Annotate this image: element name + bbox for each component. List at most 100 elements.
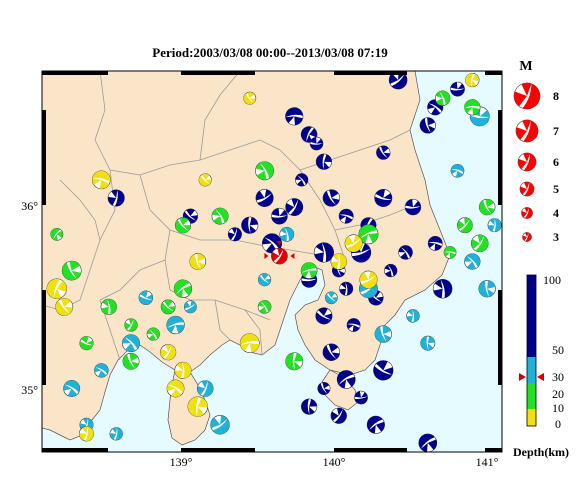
event-beachball (243, 91, 257, 105)
event-beachball (384, 263, 398, 278)
event-beachball (465, 72, 480, 88)
event-beachball (107, 189, 125, 207)
event-beachball (285, 352, 304, 371)
magnitude-legend-ball-icon (521, 207, 533, 219)
y-tick-36: 36° (21, 199, 38, 213)
event-beachball (398, 245, 413, 260)
featured-event-marker-icon (264, 241, 295, 260)
event-beachball (376, 145, 391, 160)
magnitude-legend-ball-icon (515, 119, 539, 143)
event-beachball (239, 333, 260, 353)
magnitude-legend-title: M (519, 59, 532, 74)
x-tick-141: 141° (476, 455, 499, 469)
event-beachball (330, 253, 347, 270)
magnitude-legend-ball-icon (517, 152, 537, 172)
event-beachball (285, 107, 304, 126)
event-beachball (241, 216, 259, 234)
depth-band-shallow (527, 383, 536, 409)
magnitude-legend-ball-icon (513, 82, 541, 110)
event-beachball (160, 344, 177, 361)
event-beachball (255, 189, 274, 207)
event-beachball (198, 173, 212, 187)
event-beachball (456, 217, 473, 234)
event-beachball (322, 343, 341, 361)
event-beachball (100, 298, 117, 315)
event-beachball (478, 198, 496, 216)
event-beachball (92, 170, 111, 190)
event-beachball (339, 281, 354, 296)
depth-colorbar (519, 274, 544, 427)
event-beachball (63, 380, 81, 397)
depth-tick-100: 100 (543, 273, 561, 287)
event-beachball (470, 234, 489, 253)
depth-marker-left-icon (519, 373, 526, 381)
event-beachball (227, 227, 242, 242)
depth-tick-20: 20 (552, 387, 564, 401)
event-beachball (174, 361, 192, 379)
event-beachball (374, 325, 392, 343)
event-beachball (257, 300, 272, 314)
event-beachball (338, 208, 354, 224)
magnitude-legend: 8 7 6 5 4 3 (513, 82, 559, 244)
depth-tick-10: 10 (552, 401, 564, 415)
event-beachball (366, 415, 385, 434)
event-beachball (313, 242, 334, 263)
event-beachball (46, 278, 68, 299)
depth-band-vshallow (527, 409, 536, 426)
event-beachball (301, 398, 318, 415)
event-beachball (450, 163, 465, 178)
event-beachball (354, 390, 368, 405)
event-beachball (138, 290, 154, 306)
depth-tick-30: 30 (552, 370, 564, 384)
event-beachball (315, 307, 333, 325)
event-beachball (478, 280, 496, 298)
event-beachball (189, 253, 207, 270)
depth-band-deep (527, 275, 536, 357)
event-beachball (427, 235, 443, 251)
event-beachball (464, 253, 481, 270)
event-beachball (419, 117, 436, 134)
event-beachball (166, 315, 185, 335)
featured-event-beachball (271, 247, 288, 265)
x-tick-139: 139° (170, 455, 193, 469)
event-beachball (79, 336, 94, 351)
y-tick-35: 35° (21, 383, 38, 397)
event-beachball (322, 189, 341, 207)
event-beachball (309, 136, 324, 151)
event-beachball (210, 415, 230, 435)
event-beachball (434, 90, 451, 106)
map-frame (41, 70, 503, 453)
magnitude-legend-label: 6 (553, 155, 559, 169)
magnitude-legend-label: 4 (553, 206, 559, 220)
event-beachball (258, 273, 272, 287)
event-beachball (122, 334, 140, 353)
event-beachball (406, 309, 420, 323)
event-beachball (211, 207, 229, 225)
frame-ticks (42, 71, 502, 452)
event-beachball (336, 370, 356, 389)
event-beachball (325, 291, 338, 305)
event-beachball (346, 318, 361, 332)
map-area (42, 71, 502, 452)
event-beachball (124, 318, 138, 332)
depth-axis-label: Depth(km) (513, 445, 569, 459)
event-beachball (55, 297, 74, 316)
event-beachball (330, 407, 347, 424)
event-beachball (279, 226, 295, 242)
event-beachball (285, 198, 304, 217)
magnitude-legend-label: 7 (553, 124, 559, 138)
event-beachball (160, 299, 176, 315)
depth-band-mid (527, 357, 536, 383)
magnitude-legend-label: 8 (553, 89, 559, 103)
event-beachball (418, 433, 438, 452)
event-beachball (196, 380, 214, 397)
event-beachball (271, 207, 288, 225)
depth-tick-0: 0 (555, 417, 561, 431)
event-beachball (166, 379, 185, 398)
event-beachball (404, 198, 422, 216)
event-beachball (420, 335, 436, 351)
event-beachball (255, 161, 275, 181)
depth-tick-50: 50 (552, 343, 564, 357)
event-beachball (122, 352, 140, 370)
